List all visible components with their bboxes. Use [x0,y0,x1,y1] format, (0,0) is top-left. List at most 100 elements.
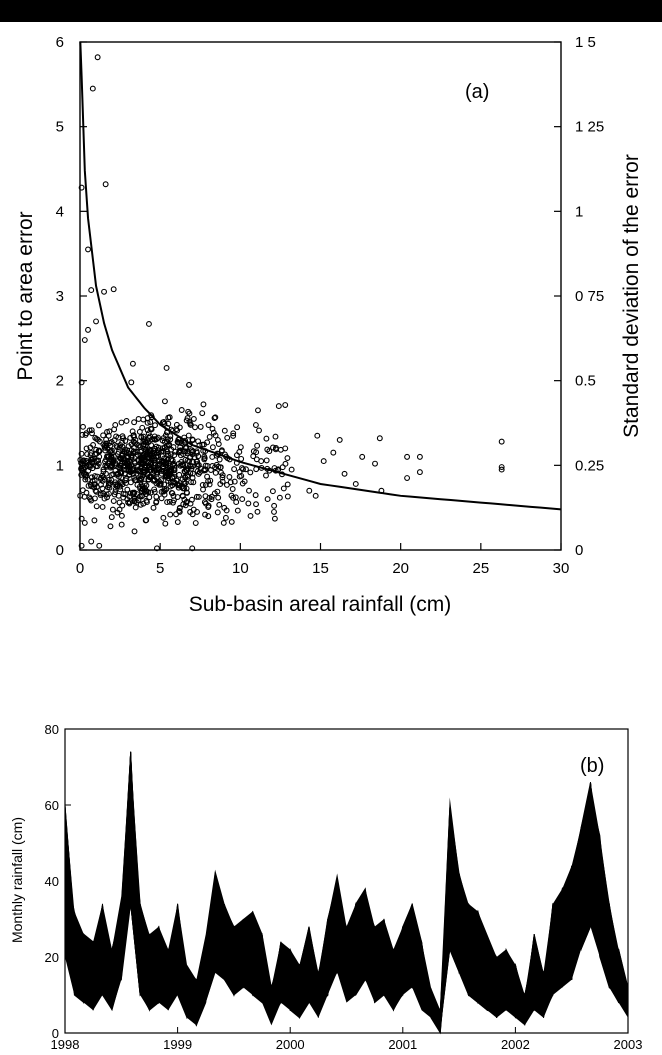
data-point [256,427,262,434]
data-point [152,460,159,467]
data-point [201,456,208,463]
x-tick-label: 2001 [388,1037,417,1052]
data-point [156,481,163,488]
data-point [150,504,157,511]
data-point [173,426,180,433]
data-point [247,512,254,519]
data-point [284,493,291,500]
data-point [233,452,240,459]
data-point [95,436,101,443]
data-point [162,520,169,527]
data-point [176,505,183,512]
data-point [312,492,319,499]
data-point [164,436,171,443]
data-point [238,455,245,462]
data-point [134,448,141,455]
data-point [276,494,283,501]
data-point [176,508,182,514]
data-point [84,451,91,458]
data-point [167,451,174,458]
data-point [152,422,158,429]
data-point [222,514,229,521]
data-point [250,453,257,460]
data-point [186,462,193,469]
data-point [253,449,260,456]
data-point [181,485,188,492]
data-point [80,423,86,430]
data-point [202,511,209,518]
data-point [271,508,277,515]
data-point [136,477,143,484]
data-point [116,499,123,506]
data-point [228,518,235,525]
data-point [271,515,278,522]
data-point [77,492,84,499]
data-point [202,462,209,469]
data-point [220,519,227,526]
data-point [206,433,213,440]
data-point [416,469,423,476]
data-point [143,499,150,506]
data-point [103,491,110,498]
data-point [140,460,147,467]
data-point [105,432,112,439]
data-point [208,496,215,503]
data-point [86,427,93,434]
data-point [227,479,234,486]
data-point [139,424,146,431]
panel-a-label: (a) [465,81,489,103]
data-point [187,421,194,428]
data-point [159,437,166,444]
data-point [199,410,206,417]
data-point [216,456,223,463]
data-point [127,490,134,497]
data-point [107,464,114,471]
data-point [202,493,209,500]
data-point [252,492,259,499]
data-point [156,457,163,464]
data-point [192,520,199,526]
y-tick-label: 1 [56,457,64,474]
data-point [141,467,148,473]
data-point [217,464,224,471]
data-point [108,477,115,484]
data-point [125,457,132,464]
data-point [223,507,230,514]
data-point [176,471,183,478]
data-point [245,500,252,507]
data-point [88,456,95,463]
data-point [134,451,141,458]
data-point [186,381,192,388]
data-point [205,513,212,520]
data-point [80,458,87,465]
data-point [228,492,235,499]
data-point [253,501,259,508]
data-point [77,456,84,463]
data-point [200,401,207,408]
data-point [202,466,209,473]
data-point [224,434,231,441]
data-point [131,528,138,535]
x-tick-label: 0 [76,560,84,577]
data-point [133,477,140,484]
data-point [106,440,113,446]
data-point [240,466,246,473]
data-point [189,545,196,552]
data-point [131,489,138,496]
data-point [207,477,214,484]
y-tick-label: 4 [56,203,64,220]
data-point [174,438,181,445]
data-point [247,469,254,476]
y2-tick-label: 0.5 [575,373,596,390]
data-point [118,419,125,426]
data-point [212,469,219,476]
data-point [239,496,246,503]
panel-b-label: (b) [580,755,604,777]
data-point [266,448,273,455]
data-point [156,466,163,473]
data-point [88,287,95,294]
data-point [141,445,148,452]
data-point [89,85,96,92]
data-point [158,448,165,455]
